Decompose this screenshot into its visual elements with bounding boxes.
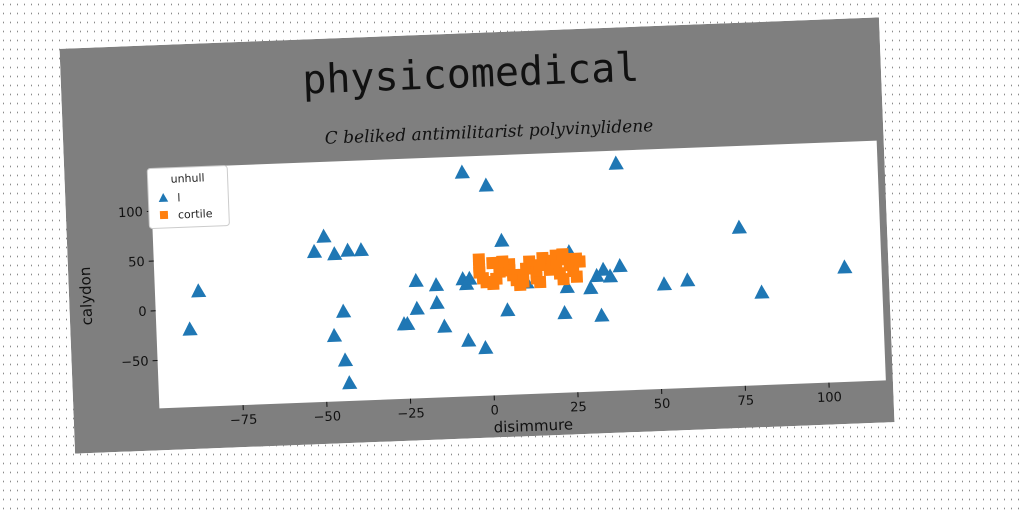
data-point-l bbox=[437, 318, 453, 333]
data-point-cortile bbox=[570, 270, 584, 283]
data-point-l bbox=[306, 243, 323, 259]
x-tick-label: −75 bbox=[230, 413, 258, 429]
x-tick-label: 75 bbox=[737, 393, 754, 409]
data-point-l bbox=[559, 279, 575, 294]
data-point-cortile bbox=[486, 256, 499, 270]
data-point-l bbox=[754, 284, 770, 299]
data-point-l bbox=[656, 276, 673, 291]
data-point-l bbox=[494, 232, 510, 247]
y-tick-label: 50 bbox=[128, 255, 145, 271]
data-point-l bbox=[429, 294, 445, 310]
data-point-l bbox=[594, 307, 610, 322]
data-points bbox=[182, 155, 853, 390]
y-tick-label: 0 bbox=[138, 305, 147, 320]
data-point-l bbox=[595, 261, 612, 276]
x-axis: −75 −50 −25 0 25 50 75 100 bbox=[230, 382, 842, 429]
data-point-l bbox=[340, 242, 356, 257]
data-point-cortile bbox=[569, 252, 583, 265]
data-point-l bbox=[336, 303, 352, 318]
data-point-cortile bbox=[533, 275, 547, 289]
data-point-cortile bbox=[557, 272, 570, 286]
data-point-l bbox=[583, 280, 599, 295]
data-point-l bbox=[837, 259, 853, 274]
data-point-l bbox=[462, 270, 478, 286]
data-point-l bbox=[612, 258, 628, 273]
legend-marker-cortile bbox=[159, 210, 169, 220]
data-point-l bbox=[428, 277, 445, 292]
data-point-l bbox=[182, 321, 198, 336]
x-tick-label: −25 bbox=[397, 406, 425, 422]
x-tick-label: −50 bbox=[313, 409, 341, 425]
data-point-l bbox=[316, 228, 332, 243]
chart-figure: physicomedical C beliked antimilitarist … bbox=[59, 17, 895, 454]
legend-marker-l bbox=[158, 193, 169, 202]
x-tick-label: 100 bbox=[817, 390, 842, 406]
data-point-l bbox=[337, 352, 354, 367]
data-point-l bbox=[191, 283, 207, 298]
data-point-l bbox=[408, 272, 424, 288]
data-point-l bbox=[461, 332, 477, 347]
y-axis-label: calydon bbox=[76, 266, 96, 325]
data-point-l bbox=[557, 305, 573, 320]
data-point-cortile bbox=[533, 258, 546, 272]
data-point-l bbox=[400, 316, 416, 331]
data-point-l bbox=[731, 219, 748, 234]
legend-label: cortile bbox=[178, 207, 213, 221]
y-tick-label: −50 bbox=[121, 354, 149, 370]
legend-label: l bbox=[177, 191, 181, 204]
data-point-cortile bbox=[556, 248, 569, 261]
data-point-l bbox=[478, 339, 494, 355]
data-point-l bbox=[326, 327, 343, 343]
x-axis-label: disimmure bbox=[493, 415, 573, 436]
y-axis: −50 0 50 100 bbox=[118, 205, 158, 370]
data-point-l bbox=[342, 375, 358, 390]
x-tick-label: 50 bbox=[654, 397, 671, 413]
data-point-l bbox=[327, 246, 343, 261]
data-point-l bbox=[409, 300, 425, 316]
data-point-l bbox=[500, 302, 516, 317]
x-tick-label: 25 bbox=[570, 400, 587, 416]
x-tick-label: 0 bbox=[490, 403, 499, 418]
data-point-l bbox=[602, 268, 619, 283]
data-point-l bbox=[680, 272, 696, 287]
legend: unhull l cortile bbox=[146, 165, 230, 229]
data-point-l bbox=[353, 242, 370, 257]
legend-title: unhull bbox=[170, 171, 204, 185]
data-point-l bbox=[454, 164, 470, 179]
scatter-chart: physicomedical C beliked antimilitarist … bbox=[59, 17, 895, 454]
data-point-cortile bbox=[496, 255, 509, 268]
data-point-l bbox=[608, 155, 624, 170]
y-tick-label: 100 bbox=[118, 205, 143, 221]
data-point-cortile bbox=[517, 275, 530, 288]
data-point-l bbox=[478, 177, 494, 192]
